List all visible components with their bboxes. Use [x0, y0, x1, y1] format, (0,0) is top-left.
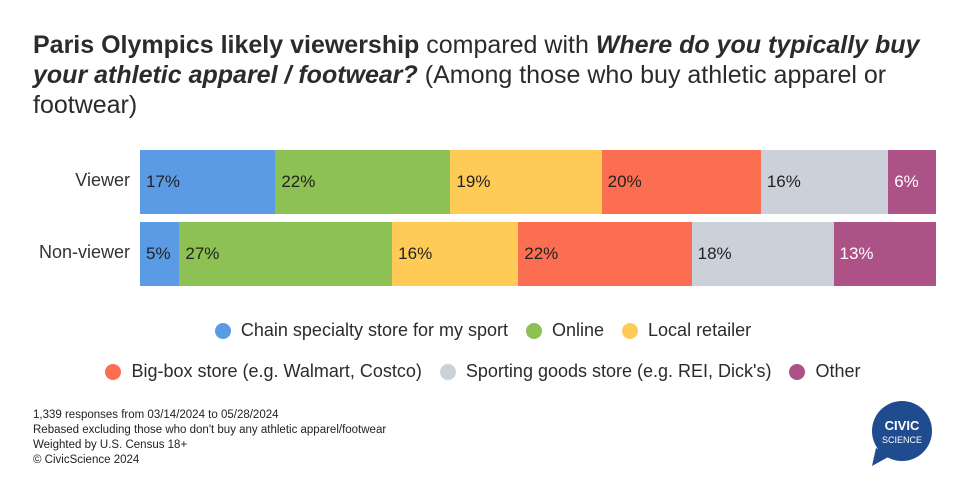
legend-label: Online [552, 320, 605, 340]
bar-segment: 6% [888, 150, 936, 214]
data-label: 16% [398, 244, 433, 263]
title-question: Where do you typically buy your athletic… [33, 31, 920, 89]
bar-segment: 27% [179, 222, 393, 286]
bar-segment: 19% [450, 150, 602, 214]
row-label: Non-viewer [38, 242, 130, 262]
legend-item: Local retailer [622, 320, 751, 341]
legend-dot-icon [105, 363, 122, 380]
title-plain-1: compared with [419, 31, 596, 59]
bar-segment: 17% [140, 150, 276, 214]
chart-title: Paris Olympics likely viewership compare… [33, 30, 933, 120]
data-label: 6% [894, 172, 919, 191]
row-label: Viewer [75, 170, 130, 190]
data-label: 18% [697, 244, 732, 263]
bar-segment: 22% [518, 222, 692, 286]
bar-segment: 13% [833, 222, 936, 286]
logo-text-science: SCIENCE [882, 435, 922, 445]
bar-segment: 16% [392, 222, 519, 286]
data-label: 20% [607, 172, 642, 191]
data-label: 22% [281, 172, 316, 191]
legend-label: Other [815, 361, 861, 381]
legend-row-1: Chain specialty store for my sport Online… [0, 320, 966, 341]
legend-label: Local retailer [648, 320, 752, 340]
data-label: 17% [146, 172, 181, 191]
legend-dot-icon [214, 322, 231, 339]
legend-row-2: Big-box store (e.g. Walmart, Costco) Spor… [0, 361, 966, 382]
bar-row: 5% 27% 16% 22% 18% 13% [140, 222, 936, 286]
civicscience-logo: CIVIC SCIENCE [868, 400, 936, 468]
data-label: 22% [524, 244, 559, 263]
title-plain-2: (Among those who buy athletic apparel or… [33, 61, 887, 119]
stacked-bar-chart: Viewer 17% 22% 19% 20% 16% 6% Non-viewer 5% 27% 16… [0, 150, 966, 290]
footnote-weighted: Weighted by U.S. Census 18+ [33, 439, 188, 451]
footnote-rebased: Rebased excluding those who don't buy an… [33, 424, 387, 436]
legend-item: Online [526, 320, 604, 341]
legend-dot-icon [526, 322, 542, 339]
bar-segment: 18% [691, 222, 834, 286]
bar-segment: 22% [275, 150, 451, 214]
logo-speech-bubble-icon: CIVIC SCIENCE [872, 401, 932, 466]
data-label: 5% [146, 244, 171, 263]
legend-item: Other [789, 361, 861, 382]
bar-row: 17% 22% 19% 20% 16% 6% [140, 150, 936, 214]
bar-segment: 5% [140, 222, 180, 286]
footnotes: 1,339 responses from 03/14/2024 to 05/28… [33, 408, 386, 468]
bar-segment: 16% [760, 150, 889, 214]
logo-text-civic: CIVIC [885, 418, 920, 433]
legend-label: Chain specialty store for my sport [240, 320, 508, 340]
data-label: 16% [766, 172, 801, 191]
legend-label: Big-box store (e.g. Walmart, Costco) [131, 361, 422, 381]
legend-item: Chain specialty store for my sport [214, 320, 508, 341]
data-label: 19% [456, 172, 491, 191]
footnote-copyright: © CivicScience 2024 [33, 454, 140, 466]
legend-dot-icon [789, 363, 806, 380]
bar-segment: 20% [601, 150, 761, 214]
footnote-responses: 1,339 responses from 03/14/2024 to 05/28… [33, 409, 279, 421]
data-label: 13% [839, 244, 874, 263]
legend-item: Sporting goods store (e.g. REI, Dick's) [439, 361, 772, 382]
legend-item: Big-box store (e.g. Walmart, Costco) [105, 361, 422, 382]
title-bold: Paris Olympics likely viewership [33, 31, 420, 59]
legend-dot-icon [622, 322, 639, 339]
legend-label: Sporting goods store (e.g. REI, Dick's) [465, 361, 772, 381]
legend-dot-icon [439, 363, 456, 380]
data-label: 27% [185, 244, 220, 263]
